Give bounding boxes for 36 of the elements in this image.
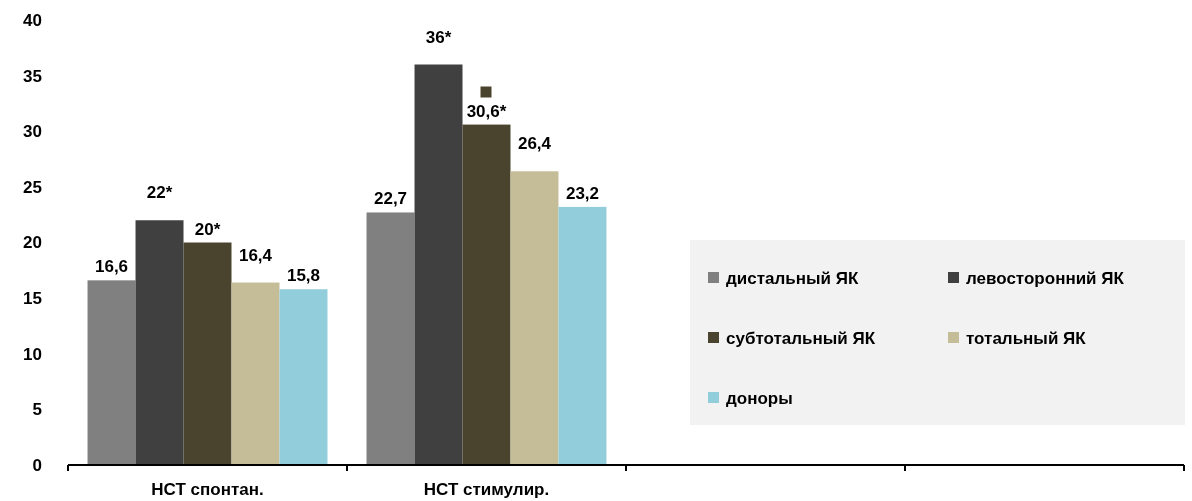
y-tick-label: 20 — [23, 233, 42, 253]
data-label: 22,7 — [373, 189, 408, 209]
legend-label: дистальный ЯК — [726, 268, 859, 288]
data-label: 23,2 — [565, 183, 600, 203]
bar — [135, 220, 184, 465]
data-label: 26,4 — [517, 134, 552, 154]
legend-label: тотальный ЯК — [966, 328, 1087, 348]
bar — [366, 212, 415, 465]
bar — [414, 64, 463, 465]
y-tick-label: 10 — [23, 344, 42, 364]
data-label: 30,6* — [466, 101, 507, 121]
y-tick-label: 30 — [23, 122, 42, 142]
data-label: 20* — [194, 219, 221, 239]
legend-label: доноры — [726, 388, 793, 408]
data-label: 16,4 — [238, 245, 273, 265]
y-tick-label: 15 — [23, 289, 42, 309]
data-label: 16,6 — [94, 257, 129, 277]
y-tick-label: 35 — [23, 66, 42, 86]
bar — [462, 124, 511, 465]
data-label: 36* — [425, 27, 452, 47]
x-tick-label: НСТ спонтан. — [151, 480, 264, 499]
bar — [183, 242, 232, 465]
bar — [558, 206, 607, 465]
bar — [510, 171, 559, 465]
bar — [231, 282, 280, 465]
y-tick-label: 40 — [23, 10, 42, 30]
y-tick-label: 25 — [23, 177, 42, 197]
legend-label: левосторонний ЯК — [966, 268, 1125, 288]
x-tick-label: НСТ стимулир. — [423, 480, 550, 499]
y-tick-label: 0 — [32, 455, 42, 475]
bar — [87, 280, 136, 465]
data-label: 15,8 — [286, 266, 321, 286]
legend-label: субтотальный ЯК — [726, 328, 876, 348]
y-tick-label: 5 — [32, 400, 42, 420]
data-label: 22* — [146, 183, 173, 203]
bar — [279, 289, 328, 465]
